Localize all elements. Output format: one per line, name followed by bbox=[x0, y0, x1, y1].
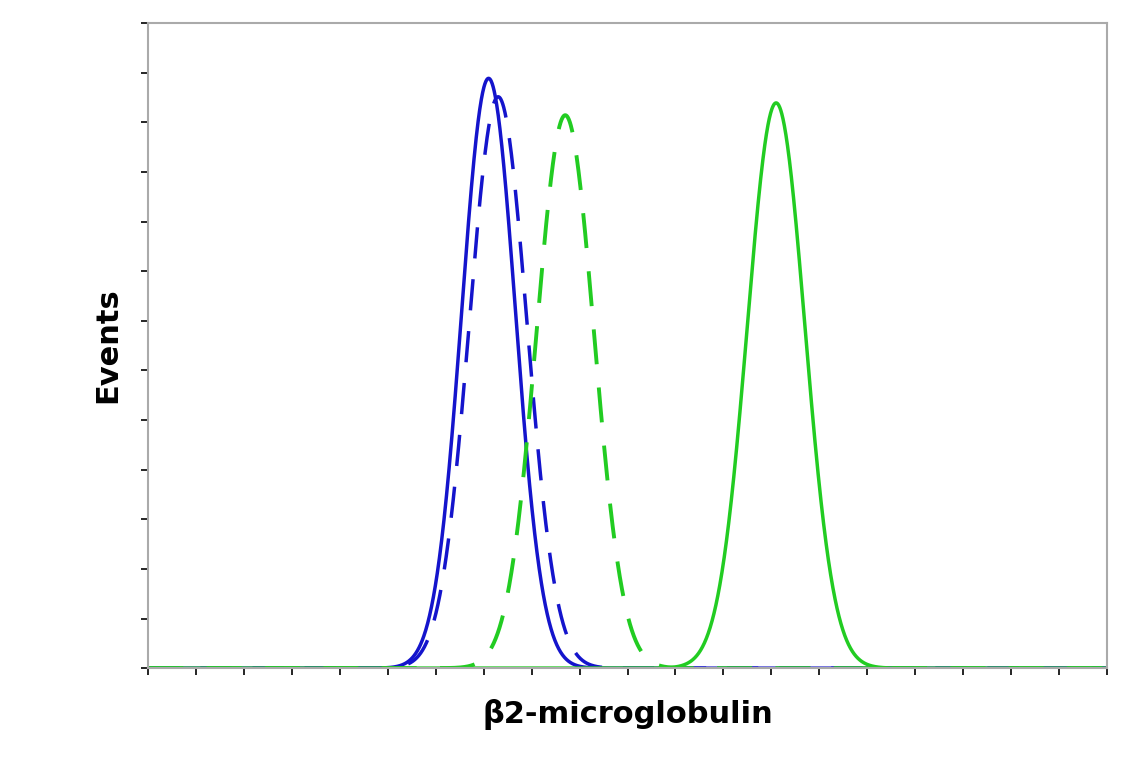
Y-axis label: Events: Events bbox=[94, 288, 122, 403]
X-axis label: β2-microglobulin: β2-microglobulin bbox=[483, 700, 772, 730]
